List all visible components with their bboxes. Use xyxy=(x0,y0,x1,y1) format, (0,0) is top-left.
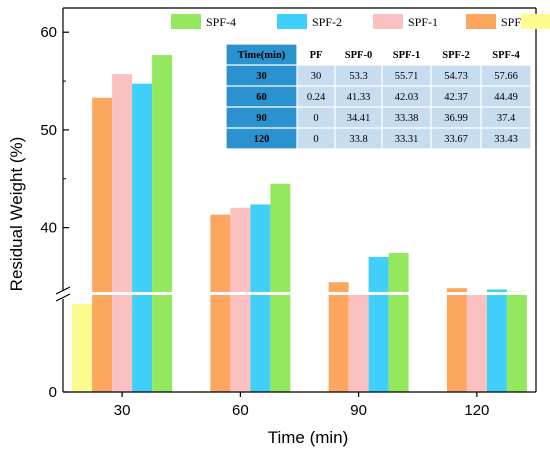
bar-spf-1-120 xyxy=(466,292,487,392)
bar-spf-2-90 xyxy=(368,257,389,392)
y-axis-title: Residual Weight (%) xyxy=(7,137,26,292)
table-cell-r2-c5: 37.4 xyxy=(497,113,516,124)
bars-group xyxy=(72,55,527,393)
table-first-column xyxy=(226,44,297,149)
table-cell-r3-c1: 0 xyxy=(313,134,318,145)
table-cell-r1-c3: 42.03 xyxy=(395,92,419,103)
table-header-spf-1: SPF-1 xyxy=(393,50,420,61)
table-cell-r1-c5: 44.49 xyxy=(494,92,518,103)
table-cell-r0-c5: 57.66 xyxy=(494,71,518,82)
table-cell-r1-c2: 41.33 xyxy=(347,92,371,103)
y-tick-label-50: 50 xyxy=(40,122,57,139)
bar-spf-0-120 xyxy=(446,288,467,392)
bar-spf-1-60 xyxy=(230,207,251,392)
bar-spf-4-30 xyxy=(152,55,173,392)
table-cell-r0-c2: 53.3 xyxy=(349,71,367,82)
table-cell-r0-c3: 55.71 xyxy=(395,71,419,82)
table-cell-r0-c0: 30 xyxy=(256,71,267,82)
bar-spf-4-90 xyxy=(388,253,409,392)
bar-spf-2-60 xyxy=(250,204,271,392)
table-header-time-min-: Time(min) xyxy=(238,50,286,61)
x-axis-title: Time (min) xyxy=(268,428,349,447)
bar-spf-0-30 xyxy=(92,97,113,392)
legend-swatch-spf-1 xyxy=(373,14,403,29)
table-cell-r1-c0: 60 xyxy=(256,92,267,103)
bar-spf-4-60 xyxy=(270,183,291,392)
table-header-spf-0: SPF-0 xyxy=(345,50,372,61)
table-cell-r3-c0: 120 xyxy=(254,134,270,145)
bar-spf-1-90 xyxy=(348,292,369,392)
table-header-spf-2: SPF-2 xyxy=(442,50,469,61)
table-cell-r3-c2: 33.8 xyxy=(349,134,367,145)
table-cell-r0-c1: 30 xyxy=(311,71,322,82)
axis-break-gap xyxy=(64,292,535,295)
bar-spf-1-30 xyxy=(112,74,133,393)
y-tick-label-40: 40 xyxy=(40,220,57,237)
table-cell-r1-c4: 42.37 xyxy=(444,92,468,103)
table-cell-r2-c4: 36.99 xyxy=(444,113,468,124)
data-table: Time(min) PF SPF-0 SPF-1 SPF-2 SPF-4 30 30 53.3 5… xyxy=(225,43,532,150)
table-cell-r1-c1: 0.24 xyxy=(307,92,326,103)
table-cell-r2-c1: 0 xyxy=(313,113,318,124)
legend-label-spf-1: SPF-1 xyxy=(408,15,438,29)
legend-swatch-spf-4 xyxy=(171,14,201,29)
legend-swatch-pf xyxy=(521,14,550,29)
bar-spf-4-120 xyxy=(506,291,527,392)
x-tick-label-120: 120 xyxy=(464,402,489,419)
table-cell-r3-c4: 33.67 xyxy=(444,134,468,145)
legend-swatch-spf-2 xyxy=(277,14,307,29)
table-cell-r2-c2: 34.41 xyxy=(347,113,371,124)
legend-swatch-spf-0 xyxy=(466,14,496,29)
x-tick-label-90: 90 xyxy=(350,402,367,419)
table-header-spf-4: SPF-4 xyxy=(492,50,520,61)
x-tick-label-30: 30 xyxy=(114,402,131,419)
legend-label-spf-4: SPF-4 xyxy=(206,15,236,29)
table-cell-r2-c0: 90 xyxy=(256,113,267,124)
x-tick-label-60: 60 xyxy=(232,402,249,419)
bar-spf-2-30 xyxy=(132,83,153,392)
bar-spf-0-60 xyxy=(210,214,231,392)
table-cell-r3-c3: 33.31 xyxy=(395,134,419,145)
axis-break-mark-lower xyxy=(55,293,71,302)
bar-spf-0-90 xyxy=(328,282,349,392)
axes-group: 0 40 50 60 30 60 90 120 xyxy=(40,7,537,419)
table-cell-r2-c3: 33.38 xyxy=(395,113,419,124)
table-header-row xyxy=(297,44,531,65)
y-tick-label-0: 0 xyxy=(49,384,57,401)
bar-pf-30 xyxy=(72,303,93,392)
legend-label-spf-2: SPF-2 xyxy=(312,15,342,29)
y-tick-label-60: 60 xyxy=(40,24,57,41)
table-header-pf: PF xyxy=(310,50,323,61)
axis-break-mark-upper xyxy=(55,286,71,295)
table-cell-r3-c5: 33.43 xyxy=(494,134,518,145)
bar-spf-2-120 xyxy=(486,289,507,392)
table-cell-r0-c4: 54.73 xyxy=(444,71,468,82)
